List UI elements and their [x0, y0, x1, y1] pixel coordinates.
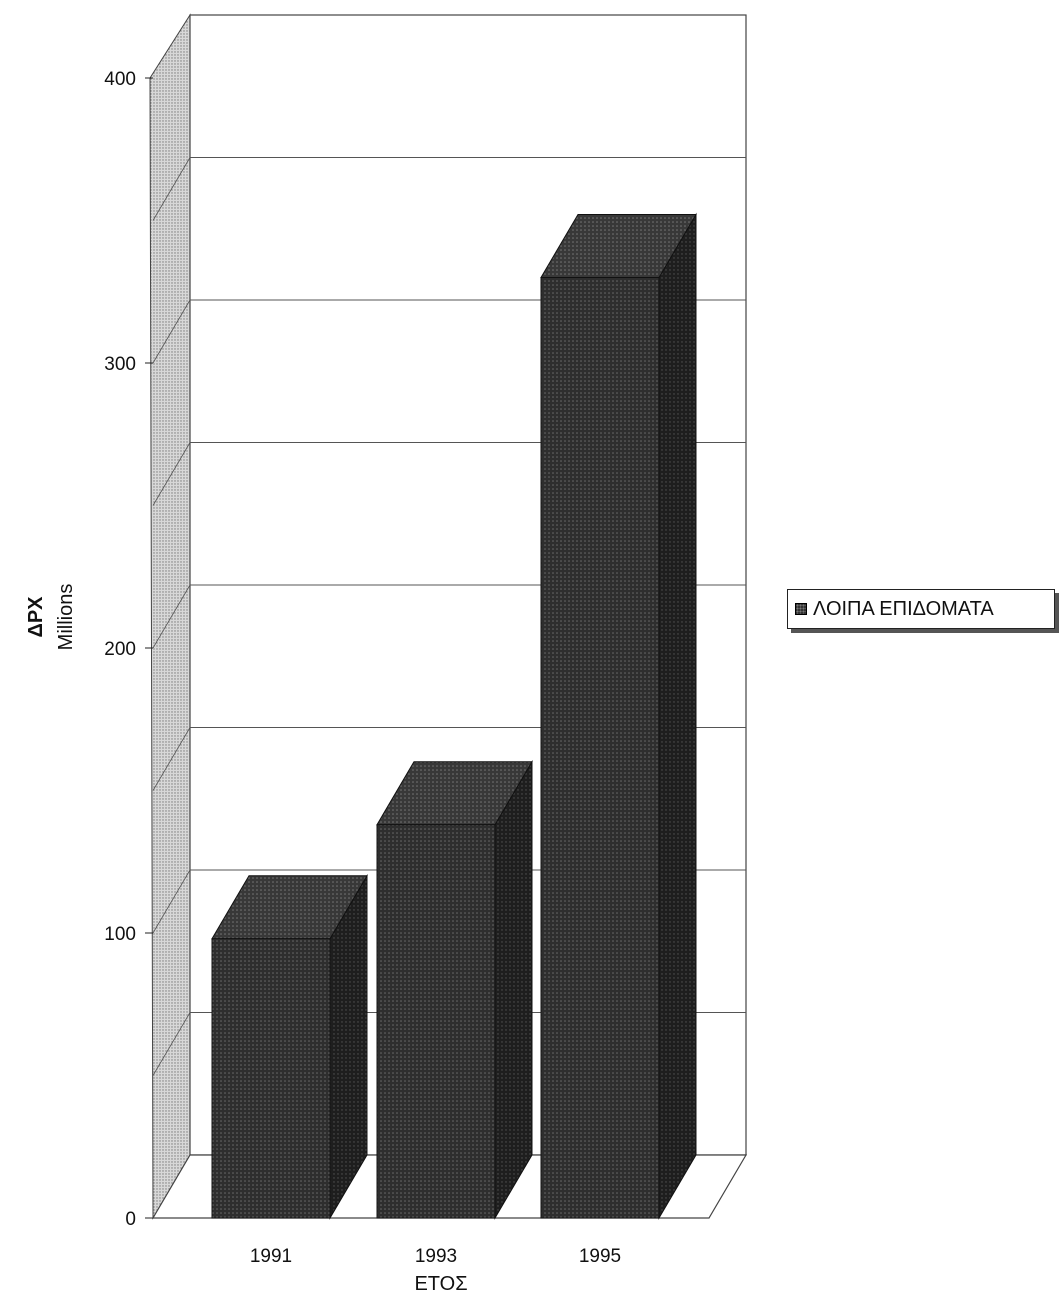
bar-side	[494, 759, 533, 1220]
y-axis-ticks: 0 100 200 300 400	[104, 69, 153, 1230]
gridline-wall	[152, 157, 191, 221]
y-tick-label: 200	[104, 639, 136, 660]
y-tick-label: 400	[104, 69, 136, 90]
gridline-wall	[152, 584, 191, 649]
bar-front	[211, 938, 331, 1219]
x-tick-label: 1995	[579, 1246, 621, 1267]
gridline-wall	[152, 442, 191, 506]
y-tick-label: 0	[125, 1209, 136, 1230]
bar	[540, 212, 697, 1220]
x-axis-ticks: 1991 1993 1995	[250, 1246, 621, 1267]
bars	[211, 212, 697, 1220]
gridline-wall	[152, 1012, 191, 1076]
legend: ΛΟΙΠΑ ΕΠΙΔΟΜΑΤΑ	[787, 589, 1055, 629]
x-tick-label: 1993	[415, 1246, 457, 1267]
gridline-wall	[152, 869, 191, 934]
gridline-wall	[152, 727, 191, 791]
bar	[376, 759, 533, 1220]
bar-front	[376, 824, 496, 1219]
gridline-wall	[152, 299, 191, 364]
y-axis-title: ΔΡΧ	[25, 596, 47, 638]
y-tick-label: 100	[104, 924, 136, 945]
bar-side	[658, 212, 697, 1220]
legend-label: ΛΟΙΠΑ ΕΠΙΔΟΜΑΤΑ	[813, 597, 994, 620]
y-tick-label: 300	[104, 354, 136, 375]
bar-front	[540, 277, 660, 1219]
y-axis-unit: Millions	[55, 584, 77, 651]
legend-swatch	[795, 603, 807, 615]
x-tick-label: 1991	[250, 1246, 292, 1267]
chart-left-wall	[149, 13, 191, 1220]
bar	[211, 873, 368, 1220]
x-axis-title: ΕΤΟΣ	[414, 1273, 467, 1295]
